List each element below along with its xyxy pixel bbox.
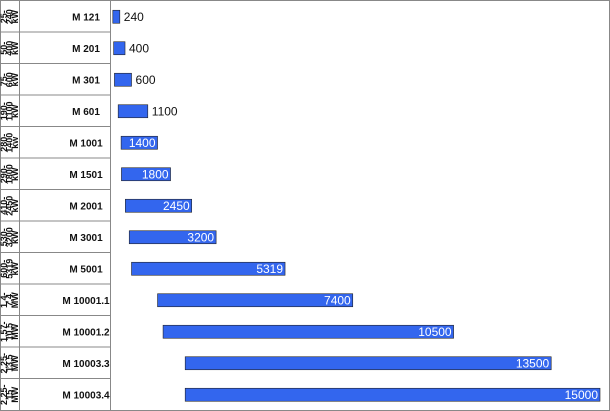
model-label: M 301	[72, 75, 100, 86]
data-label: 5319	[256, 262, 283, 276]
range-label: 600	[5, 72, 15, 87]
range-label: 2,25-	[0, 384, 9, 405]
range-label: 3200	[5, 227, 15, 247]
range-label: kW	[10, 230, 20, 244]
range-label: 190-	[0, 102, 9, 120]
range-label: 1,57-	[0, 321, 9, 342]
data-label: 2450	[163, 199, 190, 213]
range-label: 15	[5, 390, 15, 400]
bar	[112, 9, 121, 24]
range-label: kW	[10, 167, 20, 181]
range-label: MW	[10, 386, 20, 402]
bar-row: 2,25-13,5MW M 10003.3 13500	[0, 346, 552, 374]
data-label: 600	[136, 73, 156, 87]
data-label: 1100	[152, 104, 178, 118]
data-label: 400	[129, 41, 149, 55]
bar	[157, 293, 354, 308]
range-label: 400	[5, 41, 15, 56]
range-label: 1800	[5, 164, 15, 184]
data-label: 240	[124, 10, 144, 24]
bar	[125, 198, 193, 213]
range-label: kW	[10, 104, 20, 118]
range-label: 290-	[0, 165, 9, 183]
range-label: 2,25-	[0, 353, 9, 374]
model-label: M 1001	[69, 138, 103, 149]
range-label: 50-	[0, 42, 9, 55]
range-label: 7,4	[5, 294, 15, 307]
range-label: 530-	[0, 228, 9, 246]
range-label: kW	[10, 198, 20, 212]
range-label: 600-	[0, 260, 9, 278]
model-label: M 10003.3	[62, 359, 110, 370]
model-label: M 2001	[69, 201, 103, 212]
bar	[128, 230, 217, 245]
range-label: kW	[10, 41, 20, 55]
range-label: MW	[10, 323, 20, 339]
data-label: 10500	[418, 325, 452, 339]
model-label: M 121	[72, 12, 100, 23]
bar	[184, 356, 552, 371]
bar	[114, 72, 132, 87]
range-label: 10,5	[5, 323, 15, 341]
range-label: kW	[10, 72, 20, 86]
range-label: MW	[10, 355, 20, 371]
bar	[117, 104, 149, 119]
model-label: M 1501	[69, 170, 103, 181]
model-label: M 5001	[69, 264, 103, 275]
model-label: M 201	[72, 44, 100, 55]
data-label: 13500	[516, 356, 550, 370]
bar-row: 1,4-7,4MW M 10001.1 7400	[0, 283, 354, 308]
bar	[120, 135, 158, 150]
range-label: 25-	[0, 10, 9, 23]
bar	[184, 387, 601, 402]
bar	[162, 324, 454, 339]
range-label: 280-	[0, 134, 9, 152]
bar	[131, 261, 286, 276]
range-label: 240	[5, 9, 15, 24]
range-label: kW	[10, 9, 20, 23]
range-label: 1400	[5, 133, 15, 153]
data-label: 3200	[187, 230, 214, 244]
bar	[113, 41, 126, 56]
range-label: MW	[10, 292, 20, 308]
model-label: M 601	[72, 107, 100, 118]
model-label: M 10001.2	[62, 327, 110, 338]
model-label: M 10003.4	[62, 390, 110, 401]
data-label: 1400	[129, 136, 156, 150]
range-label: 410-	[0, 197, 9, 215]
range-label: 13,5	[5, 354, 15, 372]
model-label: M 10001.1	[62, 296, 110, 307]
range-label: 5319	[5, 259, 15, 279]
range-label: 75-	[0, 73, 9, 86]
bar-row: 1,57-10,5MW M 10001.2 10500	[0, 315, 454, 342]
range-label: 1,4-	[0, 292, 9, 308]
data-label: 1800	[142, 167, 169, 181]
range-label: 2450	[5, 196, 15, 216]
bar	[121, 167, 171, 182]
range-label: 1100	[5, 101, 15, 121]
model-label: M 3001	[69, 233, 103, 244]
data-label: 7400	[324, 293, 351, 307]
range-label: kW	[10, 261, 20, 275]
range-label: kw	[10, 136, 20, 149]
data-label: 15000	[565, 388, 599, 402]
